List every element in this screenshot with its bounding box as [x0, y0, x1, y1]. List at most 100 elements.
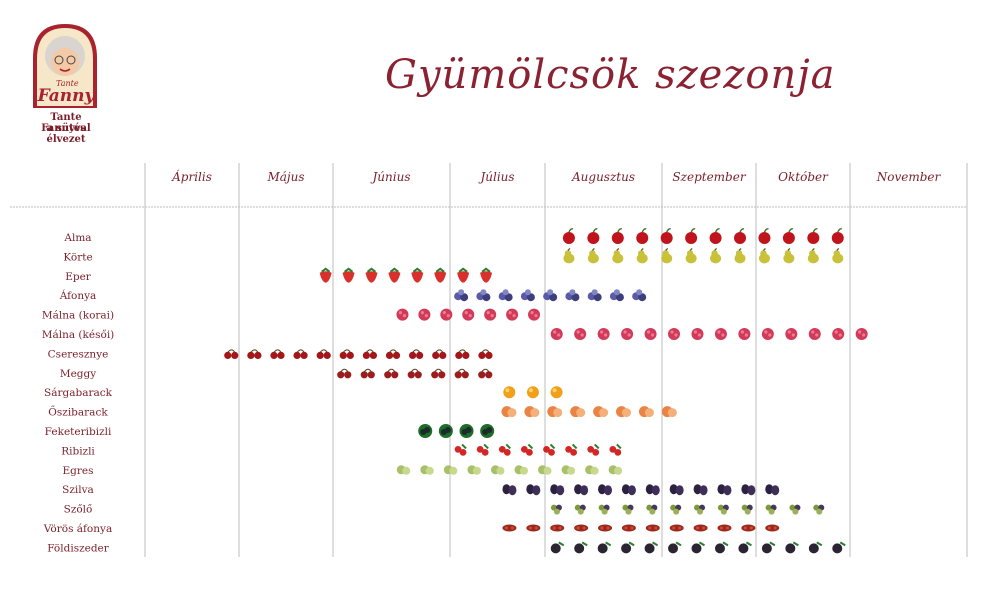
blackcurrant-icon	[418, 424, 433, 438]
month-label: Szeptember	[672, 170, 746, 184]
blackberry-icon	[597, 541, 612, 554]
peach-icon	[661, 406, 677, 418]
blueberry-icon	[565, 289, 580, 302]
strawberry-icon	[457, 267, 470, 283]
month-label: Augusztus	[571, 170, 635, 184]
plum-icon	[741, 484, 756, 496]
plum-icon	[645, 484, 660, 496]
tante-fanny-badge	[33, 24, 97, 108]
apple-icon	[709, 228, 722, 244]
fruit-label: Alma	[63, 232, 91, 244]
fruit-label: Cseresznye	[48, 348, 109, 360]
fruit-label: Feketeribizli	[45, 426, 112, 438]
cherry-icon	[339, 349, 354, 359]
cranberry-icon	[741, 524, 756, 532]
apple-icon	[782, 228, 795, 244]
grape-icon	[622, 504, 634, 515]
month-label: Október	[778, 170, 829, 184]
fruit-label: Sárgabarack	[44, 387, 113, 399]
raspberry-icon	[668, 328, 681, 340]
cherry-icon	[316, 349, 331, 359]
fruit-label: Szőlő	[64, 503, 93, 516]
raspberry-icon	[484, 308, 497, 321]
blackberry-icon	[785, 541, 799, 554]
badge-text-main: Fanny	[37, 86, 95, 106]
raspberry-icon	[574, 328, 587, 340]
gooseberry-icon	[396, 465, 411, 475]
redcurrant-icon	[498, 443, 511, 456]
month-label: Június	[370, 170, 411, 184]
cranberry-icon	[717, 524, 732, 532]
gooseberry-icon	[420, 465, 434, 475]
blackberry-icon	[738, 541, 752, 554]
strawberry-icon	[319, 267, 332, 283]
cranberry-icon	[693, 524, 708, 532]
raspberry-icon	[855, 328, 868, 340]
pear-icon	[636, 247, 648, 264]
cranberry-icon	[502, 524, 517, 532]
apple-icon	[831, 228, 844, 244]
blackberry-icon	[714, 541, 729, 554]
raspberry-icon	[808, 328, 821, 340]
cranberry-icon	[645, 524, 660, 532]
strawberry-icon	[342, 267, 355, 283]
apple-icon	[636, 228, 649, 244]
pear-icon	[587, 247, 599, 264]
raspberry-icon	[714, 328, 727, 340]
grape-icon	[574, 504, 586, 515]
fruit-label: Ribizli	[61, 445, 95, 457]
raspberry-icon	[506, 308, 519, 321]
redcurrant-icon	[476, 443, 489, 456]
peach-icon	[593, 406, 609, 418]
pear-icon	[832, 247, 844, 264]
sour-cherry-icon	[337, 368, 352, 379]
fruit-label: Eper	[65, 271, 92, 283]
apple-icon	[660, 228, 673, 244]
cranberry-icon	[550, 524, 565, 532]
peach-icon	[638, 406, 654, 418]
raspberry-icon	[761, 328, 774, 340]
cherry-icon	[224, 349, 239, 359]
raspberry-icon	[597, 328, 610, 340]
raspberry-icon	[832, 328, 845, 340]
apricot-icon	[526, 386, 539, 399]
grape-icon	[765, 504, 777, 515]
pear-icon	[807, 247, 819, 264]
blueberry-icon	[476, 289, 491, 302]
month-label: Július	[477, 170, 514, 184]
fruit-label: Málna (késői)	[42, 328, 115, 341]
sour-cherry-icon	[478, 368, 493, 379]
blueberry-icon	[609, 289, 624, 302]
pear-icon	[661, 247, 673, 264]
pear-icon	[563, 247, 575, 264]
redcurrant-icon	[609, 443, 622, 456]
peach-icon	[570, 406, 586, 418]
apricot-icon	[550, 386, 563, 399]
blackberry-icon	[761, 541, 776, 554]
fruit-label: Körte	[63, 251, 92, 263]
raspberry-icon	[738, 328, 751, 340]
cherry-icon	[432, 349, 447, 359]
month-label: Május	[266, 170, 304, 184]
plum-icon	[621, 484, 636, 496]
cherry-icon	[455, 349, 470, 359]
fruit-label: Áfonya	[59, 288, 97, 302]
cherry-icon	[478, 349, 493, 359]
page-title: Gyümölcsök szezonja	[385, 52, 836, 98]
strawberry-icon	[365, 267, 378, 283]
gooseberry-icon	[514, 465, 528, 475]
raspberry-icon	[418, 308, 431, 321]
pear-icon	[783, 247, 795, 264]
grape-icon	[550, 504, 562, 515]
logo: Tante Fanny Tante Fannyval a sütés élvez…	[26, 22, 106, 145]
plum-icon	[502, 484, 517, 496]
month-label: Április	[171, 169, 212, 184]
blackberry-icon	[668, 541, 682, 554]
month-label: November	[876, 170, 942, 184]
apricot-icon	[503, 386, 516, 399]
gooseberry-icon	[490, 465, 505, 475]
sour-cherry-icon	[360, 368, 375, 379]
gooseberry-icon	[538, 465, 552, 475]
gooseberry-icon	[467, 465, 481, 475]
cherry-icon	[247, 349, 262, 359]
